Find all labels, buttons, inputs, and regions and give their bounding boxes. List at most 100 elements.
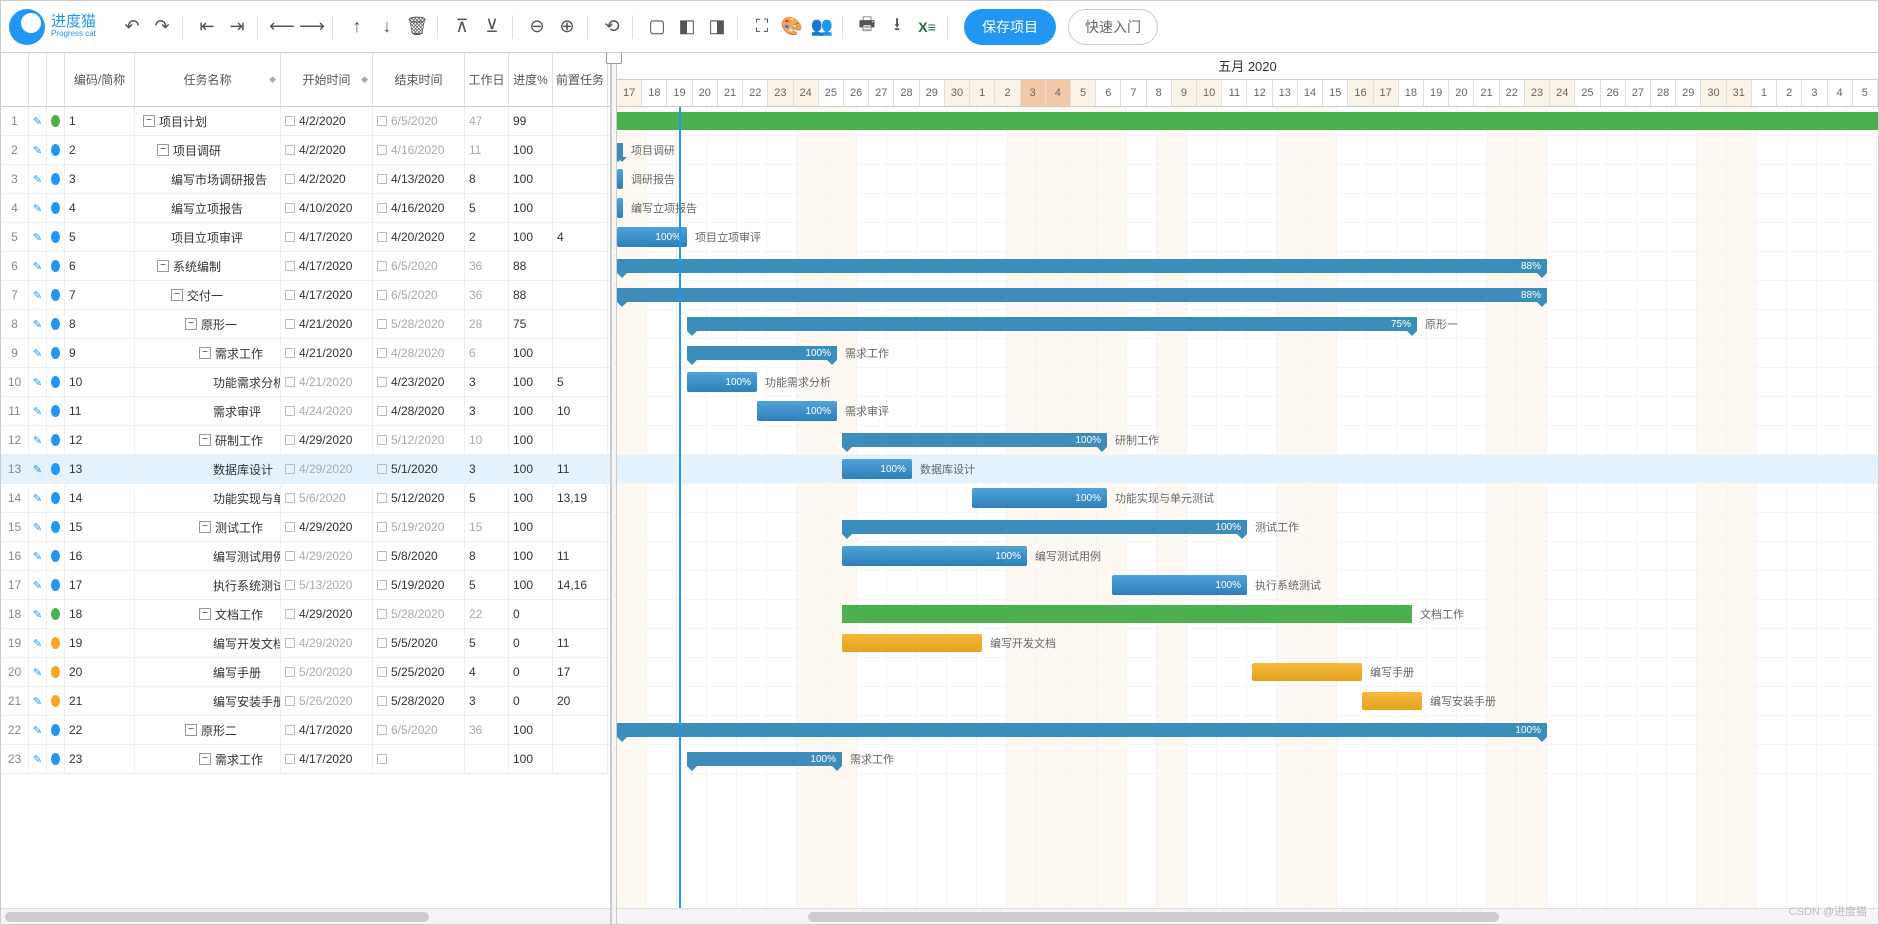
- cell-start[interactable]: 5/13/2020: [281, 571, 373, 599]
- gantt-row[interactable]: 编写安装手册: [617, 687, 1878, 716]
- cell-name[interactable]: 编写开发文档: [135, 629, 281, 657]
- cell-code[interactable]: 21: [65, 687, 135, 715]
- grid-row[interactable]: 16✎16编写测试用例4/29/20205/8/2020810011: [1, 542, 610, 571]
- cell-name[interactable]: −文档工作: [135, 600, 281, 628]
- cell-start[interactable]: 4/2/2020: [281, 165, 373, 193]
- grid-row[interactable]: 18✎18−文档工作4/29/20205/28/2020220: [1, 600, 610, 629]
- excel-icon[interactable]: X≡: [915, 15, 939, 39]
- cell-pred[interactable]: [553, 107, 608, 135]
- cell-pred[interactable]: [553, 136, 608, 164]
- quickstart-button[interactable]: 快速入门: [1068, 9, 1158, 45]
- cell-start[interactable]: 4/17/2020: [281, 745, 373, 773]
- cell-start[interactable]: 4/29/2020: [281, 513, 373, 541]
- sort-icon[interactable]: ◆: [269, 74, 276, 85]
- edit-icon[interactable]: ✎: [29, 223, 47, 251]
- gantt-hscroll[interactable]: [617, 908, 1878, 924]
- gantt-bar[interactable]: 编写手册: [1252, 663, 1362, 681]
- cell-pred[interactable]: 11: [553, 629, 608, 657]
- edit-icon[interactable]: ✎: [29, 339, 47, 367]
- layout1-icon[interactable]: ▢: [645, 15, 669, 39]
- grid-row[interactable]: 8✎8−原形一4/21/20205/28/20202875: [1, 310, 610, 339]
- gantt-bar[interactable]: 编写立项报告: [617, 198, 623, 218]
- link-right-icon[interactable]: ⟶: [300, 15, 324, 39]
- cell-code[interactable]: 16: [65, 542, 135, 570]
- cell-start[interactable]: 4/17/2020: [281, 252, 373, 280]
- cell-end[interactable]: 5/28/2020: [373, 310, 465, 338]
- cell-name[interactable]: 功能实现与单: [135, 484, 281, 512]
- cell-end[interactable]: 5/28/2020: [373, 687, 465, 715]
- cell-start[interactable]: 4/21/2020: [281, 368, 373, 396]
- cell-name[interactable]: −系统编制: [135, 252, 281, 280]
- palette-icon[interactable]: 🎨: [780, 15, 804, 39]
- cell-progress[interactable]: 100: [509, 745, 553, 773]
- cell-code[interactable]: 3: [65, 165, 135, 193]
- cell-days[interactable]: 8: [465, 165, 509, 193]
- grid-body[interactable]: 1✎1−项目计划4/2/20206/5/202047992✎2−项目调研4/2/…: [1, 107, 610, 908]
- cell-code[interactable]: 20: [65, 658, 135, 686]
- gantt-bar[interactable]: 100%需求工作: [687, 346, 837, 360]
- cell-pred[interactable]: [553, 165, 608, 193]
- cell-days[interactable]: 5: [465, 629, 509, 657]
- cell-code[interactable]: 15: [65, 513, 135, 541]
- cell-pred[interactable]: [553, 310, 608, 338]
- gantt-bar[interactable]: 99%: [617, 112, 1878, 130]
- cell-end[interactable]: [373, 745, 465, 773]
- cell-pred[interactable]: [553, 252, 608, 280]
- cell-progress[interactable]: 100: [509, 455, 553, 483]
- cell-pred[interactable]: [553, 339, 608, 367]
- cell-name[interactable]: −原形二: [135, 716, 281, 744]
- cell-progress[interactable]: 75: [509, 310, 553, 338]
- cell-end[interactable]: 5/12/2020: [373, 484, 465, 512]
- tree-toggle-icon[interactable]: −: [199, 608, 211, 620]
- gantt-bar[interactable]: 编写开发文档: [842, 634, 982, 652]
- cell-pred[interactable]: [553, 426, 608, 454]
- cell-name[interactable]: 编写市场调研报告: [135, 165, 281, 193]
- cell-name[interactable]: 编写手册: [135, 658, 281, 686]
- cell-end[interactable]: 4/20/2020: [373, 223, 465, 251]
- cell-days[interactable]: 5: [465, 484, 509, 512]
- cell-pred[interactable]: [553, 600, 608, 628]
- cell-code[interactable]: 18: [65, 600, 135, 628]
- cell-start[interactable]: 4/29/2020: [281, 426, 373, 454]
- edit-icon[interactable]: ✎: [29, 165, 47, 193]
- edit-icon[interactable]: ✎: [29, 658, 47, 686]
- cell-pred[interactable]: 20: [553, 687, 608, 715]
- cell-start[interactable]: 4/21/2020: [281, 339, 373, 367]
- cell-start[interactable]: 4/29/2020: [281, 455, 373, 483]
- grid-row[interactable]: 12✎12−研制工作4/29/20205/12/202010100: [1, 426, 610, 455]
- cell-code[interactable]: 13: [65, 455, 135, 483]
- zoom-in-icon[interactable]: ⊕: [555, 15, 579, 39]
- grid-row[interactable]: 20✎20编写手册5/20/20205/25/20204017: [1, 658, 610, 687]
- gantt-bar[interactable]: 100%需求工作: [687, 752, 842, 766]
- cell-pred[interactable]: 14,16: [553, 571, 608, 599]
- gantt-row[interactable]: 100%功能需求分析: [617, 368, 1878, 397]
- cell-start[interactable]: 4/29/2020: [281, 600, 373, 628]
- cell-name[interactable]: −需求工作: [135, 745, 281, 773]
- grid-row[interactable]: 7✎7−交付一4/17/20206/5/20203688: [1, 281, 610, 310]
- move-down-icon[interactable]: ↓: [375, 15, 399, 39]
- gantt-row[interactable]: 100%需求工作: [617, 745, 1878, 774]
- cell-pred[interactable]: 10: [553, 397, 608, 425]
- cell-days[interactable]: 5: [465, 194, 509, 222]
- gantt-row[interactable]: 编写立项报告: [617, 194, 1878, 223]
- cell-pred[interactable]: [553, 513, 608, 541]
- fullscreen-icon[interactable]: ⛶: [750, 15, 774, 39]
- logo[interactable]: 进度猫 Progress cat: [9, 9, 96, 45]
- cell-progress[interactable]: 100: [509, 368, 553, 396]
- gantt-bar[interactable]: 调研报告: [617, 169, 623, 189]
- cell-code[interactable]: 12: [65, 426, 135, 454]
- cell-name[interactable]: −项目调研: [135, 136, 281, 164]
- grid-hscroll[interactable]: [1, 908, 610, 924]
- cell-days[interactable]: 22: [465, 600, 509, 628]
- gantt-body[interactable]: 99%项目调研调研报告编写立项报告100%项目立项审评88%88%75%原形一1…: [617, 107, 1878, 908]
- cell-pred[interactable]: 11: [553, 455, 608, 483]
- cell-progress[interactable]: 100: [509, 165, 553, 193]
- edit-icon[interactable]: ✎: [29, 194, 47, 222]
- layout3-icon[interactable]: ◨: [705, 15, 729, 39]
- cell-end[interactable]: 5/19/2020: [373, 513, 465, 541]
- cell-progress[interactable]: 100: [509, 542, 553, 570]
- edit-icon[interactable]: ✎: [29, 629, 47, 657]
- cell-progress[interactable]: 100: [509, 571, 553, 599]
- gantt-row[interactable]: 100%研制工作: [617, 426, 1878, 455]
- cell-end[interactable]: 5/25/2020: [373, 658, 465, 686]
